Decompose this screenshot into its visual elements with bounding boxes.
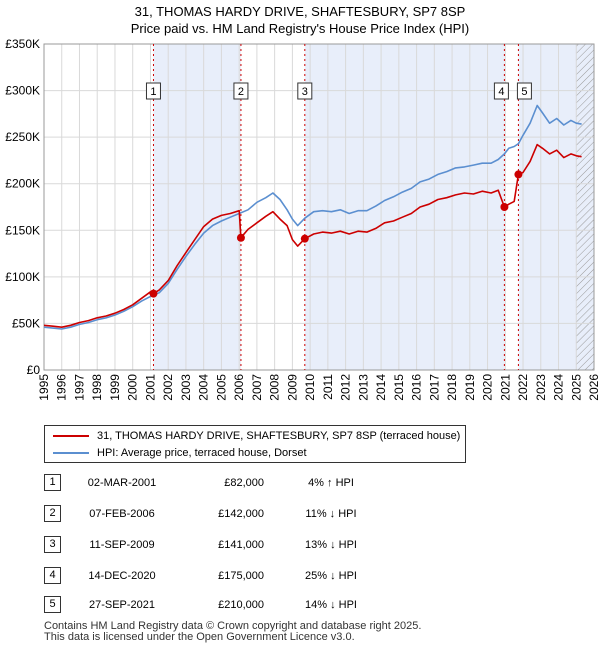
x-tick-label: 2008 (268, 374, 282, 401)
x-tick-label: 2014 (374, 374, 388, 401)
y-tick-label: £0 (27, 363, 41, 377)
row-number: 1 (44, 474, 61, 491)
row-price: £141,000 (218, 539, 264, 551)
row-number: 5 (44, 596, 61, 613)
row-date: 02-MAR-2001 (87, 477, 157, 489)
sale-point (500, 203, 509, 211)
row-price: £82,000 (224, 477, 264, 489)
x-tick-label: 2019 (463, 374, 477, 401)
shaded-band (304, 44, 505, 370)
x-tick-label: 2024 (552, 374, 566, 401)
row-hpi-diff: 4% ↑ HPI (308, 477, 354, 489)
footer-copyright: Contains HM Land Registry data © Crown c… (44, 620, 422, 632)
row-hpi-diff: 13% ↓ HPI (305, 539, 357, 551)
y-tick-label: £350K (5, 37, 40, 51)
x-tick-label: 2002 (161, 374, 175, 401)
sale-label-box (516, 82, 532, 100)
y-tick-label: £150K (5, 223, 40, 237)
x-tick-label: 2018 (445, 374, 459, 401)
x-tick-label: 2021 (498, 374, 512, 401)
hpi-line (44, 104, 582, 330)
row-date: 07-FEB-2006 (89, 508, 155, 520)
legend-label-property: 31, THOMAS HARDY DRIVE, SHAFTESBURY, SP7… (97, 430, 461, 442)
forecast-hatch (576, 44, 594, 370)
row-hpi-diff: 11% ↓ HPI (305, 508, 357, 520)
sale-label-box (145, 82, 161, 100)
legend-item-property: 31, THOMAS HARDY DRIVE, SHAFTESBURY, SP7… (53, 428, 460, 444)
x-tick-label: 2004 (197, 374, 211, 401)
shaded-band (153, 44, 241, 370)
sale-label: 3 (302, 86, 308, 98)
x-tick-label: 2005 (214, 374, 228, 401)
sale-label: 4 (498, 86, 504, 98)
legend: 31, THOMAS HARDY DRIVE, SHAFTESBURY, SP7… (44, 425, 466, 463)
sale-label-box (493, 82, 509, 100)
sale-point (300, 234, 309, 243)
y-tick-label: £50K (12, 316, 40, 330)
x-tick-label: 2015 (392, 374, 406, 401)
sale-label: 1 (150, 86, 156, 98)
chart-subtitle: Price paid vs. HM Land Registry's House … (130, 21, 470, 36)
plot-frame (43, 43, 595, 371)
sale-label: 5 (521, 86, 527, 98)
x-tick-label: 2006 (232, 374, 246, 401)
table-row: 5 27-SEP-2021 £210,000 14% ↓ HPI (44, 596, 584, 614)
x-tick-label: 2011 (321, 374, 335, 400)
price-chart: 1 2 3 4 5 £0 £50K £100K £150K £200K £250K £300K £350… (5, 37, 600, 401)
row-price: £210,000 (218, 599, 264, 611)
sale-label-box (233, 82, 249, 100)
x-tick-label: 2007 (250, 374, 264, 401)
table-row: 3 11-SEP-2009 £141,000 13% ↓ HPI (44, 536, 584, 554)
x-tick-label: 2016 (410, 374, 424, 401)
sale-label-box (297, 82, 313, 100)
sale-point (236, 233, 245, 242)
legend-swatch-property (53, 435, 89, 438)
x-tick-label: 1999 (108, 374, 122, 401)
legend-item-hpi: HPI: Average price, terraced house, Dors… (53, 445, 307, 461)
row-date: 27-SEP-2021 (88, 599, 156, 611)
x-tick-label: 2001 (143, 374, 157, 401)
row-price: £175,000 (218, 570, 264, 582)
x-tick-label: 1997 (72, 374, 86, 401)
footer-licence: This data is licensed under the Open Gov… (44, 631, 355, 643)
chart-title: 31, THOMAS HARDY DRIVE, SHAFTESBURY, SP7… (134, 4, 466, 19)
x-tick-label: 2022 (516, 374, 530, 401)
x-tick-label: 2026 (587, 374, 600, 401)
x-tick-label: 1996 (55, 374, 69, 401)
row-hpi-diff: 14% ↓ HPI (305, 599, 357, 611)
y-tick-label: £100K (5, 270, 40, 284)
x-tick-label: 2010 (303, 374, 317, 401)
y-tick-label: £300K (5, 84, 40, 98)
row-number: 4 (44, 567, 61, 584)
row-date: 11-SEP-2009 (89, 539, 155, 551)
x-tick-label: 2013 (356, 374, 370, 401)
x-tick-label: 2003 (179, 374, 193, 401)
legend-label-hpi: HPI: Average price, terraced house, Dors… (97, 447, 307, 459)
legend-swatch-hpi (53, 452, 89, 455)
x-tick-label: 2020 (481, 374, 495, 401)
x-tick-label: 2012 (339, 374, 353, 401)
table-row: 2 07-FEB-2006 £142,000 11% ↓ HPI (44, 505, 584, 523)
sale-label: 2 (238, 86, 244, 98)
x-tick-label: 2009 (285, 374, 299, 401)
sale-point (514, 170, 523, 179)
y-tick-label: £200K (5, 177, 40, 191)
row-price: £142,000 (218, 508, 264, 520)
row-number: 3 (44, 536, 61, 553)
y-tick-label: £250K (5, 130, 40, 144)
table-row: 1 02-MAR-2001 £82,000 4% ↑ HPI (44, 474, 584, 492)
sale-point (149, 289, 158, 298)
x-tick-label: 2017 (427, 374, 441, 401)
x-tick-label: 2025 (569, 374, 583, 401)
row-date: 14-DEC-2020 (88, 570, 156, 582)
x-tick-label: 2000 (126, 374, 140, 401)
x-tick-label: 1998 (90, 374, 104, 401)
row-number: 2 (44, 505, 61, 522)
x-tick-label: 2023 (534, 374, 548, 401)
row-hpi-diff: 25% ↓ HPI (305, 570, 357, 582)
table-row: 4 14-DEC-2020 £175,000 25% ↓ HPI (44, 567, 584, 585)
x-tick-label: 1995 (37, 374, 51, 401)
property-price-line (44, 143, 582, 328)
